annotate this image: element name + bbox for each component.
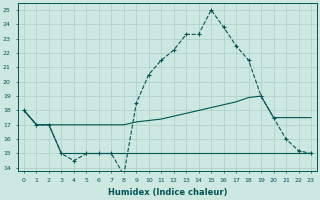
X-axis label: Humidex (Indice chaleur): Humidex (Indice chaleur) [108,188,227,197]
